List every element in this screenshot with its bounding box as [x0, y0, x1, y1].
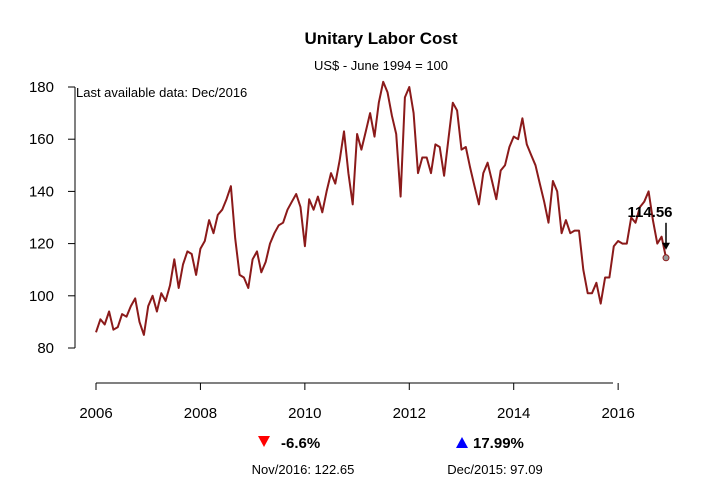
x-tick-label: 2014 [497, 405, 530, 422]
x-axis-ticks: 2006 2008 2010 2012 2014 2016 [79, 383, 635, 422]
x-tick-label: 2010 [288, 405, 321, 422]
arrow-down-icon [662, 242, 670, 250]
x-tick-label: 2012 [393, 405, 426, 422]
yearly-reference: Dec/2015: 97.09 [447, 462, 542, 477]
monthly-reference: Nov/2016: 122.65 [252, 462, 355, 477]
y-tick-label: 180 [29, 79, 54, 96]
monthly-change-value: -6.6% [281, 435, 320, 452]
triangle-up-icon [456, 437, 468, 448]
x-tick-label: 2016 [601, 405, 634, 422]
chart-subtitle: US$ - June 1994 = 100 [314, 58, 448, 73]
y-tick-label: 100 [29, 288, 54, 305]
y-axis-ticks: 80 100 120 140 160 180 [29, 79, 75, 357]
last-data-point [662, 254, 670, 262]
chart-title: Unitary Labor Cost [304, 29, 457, 48]
triangle-down-icon [258, 436, 270, 447]
series-line [95, 80, 667, 336]
y-tick-label: 80 [37, 340, 54, 357]
last-value-label: 114.56 [627, 204, 672, 221]
y-tick-label: 140 [29, 183, 54, 200]
x-tick-label: 2008 [184, 405, 217, 422]
last-available-note: Last available data: Dec/2016 [76, 85, 247, 100]
x-tick-label: 2006 [79, 405, 112, 422]
y-tick-label: 120 [29, 236, 54, 253]
y-tick-label: 160 [29, 131, 54, 148]
yearly-change-value: 17.99% [473, 435, 524, 452]
